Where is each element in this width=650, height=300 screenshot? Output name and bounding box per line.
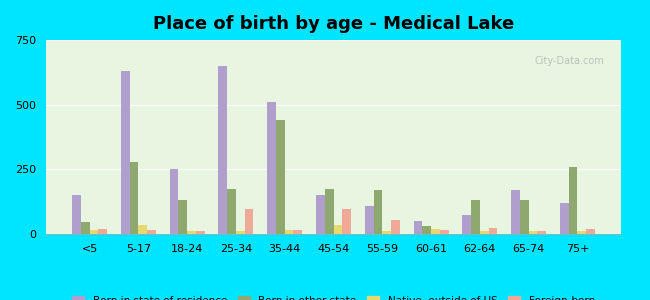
Bar [538,231,546,234]
Bar [98,229,107,234]
Bar [382,231,391,234]
Bar [170,169,178,234]
Bar [72,195,81,234]
Bar [294,230,302,234]
Bar [577,231,586,234]
Bar [374,190,382,234]
Bar [462,214,471,234]
Bar [187,231,196,234]
Bar [391,220,400,234]
Bar [90,230,98,234]
Bar [431,229,440,234]
Bar [276,120,285,234]
Bar [569,167,577,234]
Bar [413,221,423,234]
Bar [422,226,431,234]
Bar [267,102,276,234]
Bar [365,206,374,234]
Legend: Born in state of residence, Born in other state, Native, outside of US, Foreign-: Born in state of residence, Born in othe… [68,292,599,300]
Bar [147,230,156,234]
Bar [244,209,254,234]
Bar [196,231,205,234]
Bar [471,200,480,234]
Bar [586,229,595,234]
Bar [440,230,448,234]
Title: Place of birth by age - Medical Lake: Place of birth by age - Medical Lake [153,15,514,33]
Bar [489,227,497,234]
Bar [316,195,325,234]
Bar [528,231,538,234]
Bar [511,190,520,234]
Bar [81,222,90,234]
Bar [138,225,147,234]
Bar [333,225,343,234]
Bar [560,203,569,234]
Bar [480,231,489,234]
Bar [121,71,129,234]
Bar [129,162,138,234]
Text: City-Data.com: City-Data.com [534,56,604,66]
Bar [325,189,333,234]
Bar [285,230,294,234]
Bar [178,200,187,234]
Bar [520,200,528,234]
Bar [236,231,244,234]
Bar [227,189,236,234]
Bar [343,209,351,234]
Bar [218,66,227,234]
